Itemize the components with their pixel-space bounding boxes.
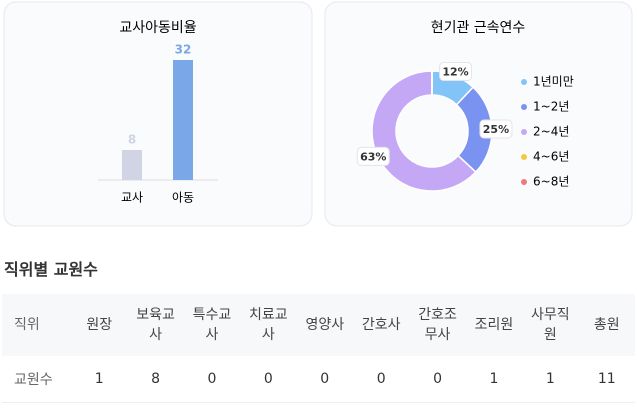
value-label: 32 (175, 43, 192, 57)
header-cell: 간호조무사 (409, 294, 466, 356)
legend-label: 4~6년 (533, 150, 569, 164)
header-cell: 직위 (2, 294, 71, 356)
table: 직위 원장 보육교사 특수교사 치료교사 영양사 간호사 간호조무사 조리원 사무직원 총원 교원수 1… (2, 294, 635, 403)
cell: 0 (296, 356, 353, 403)
legend-label: 1년미만 (533, 75, 574, 89)
header-cell: 원장 (71, 294, 128, 356)
header-cell: 사무직원 (522, 294, 579, 356)
header-cell: 조리원 (465, 294, 523, 356)
cell: 0 (409, 356, 466, 403)
category-label: 교사 (121, 191, 143, 205)
cell: 0 (183, 356, 241, 403)
category-label: 아동 (172, 191, 194, 205)
legend-label: 6~8년 (533, 175, 569, 189)
header-cell: 치료교사 (240, 294, 297, 356)
legend-marker (521, 104, 527, 110)
cell: 11 (578, 356, 635, 403)
value-label: 63% (360, 150, 386, 163)
header-cell: 총원 (578, 294, 635, 356)
cell: 교원수 (2, 356, 71, 403)
label-box (479, 119, 513, 139)
legend-label: 1~2년 (533, 100, 569, 114)
legend-marker (521, 179, 527, 185)
cell: 8 (127, 356, 184, 403)
card (3, 1, 313, 227)
chart-title: 현기관 근속연수 (431, 20, 526, 36)
cell: 0 (352, 356, 410, 403)
header-cell: 보육교사 (127, 294, 184, 356)
value-label: 25% (483, 123, 509, 136)
charts: 교사아동비율 8 교사 32 아동 현기관 근속연수 12% 1년미만 25% 1~2년 63% 2~… (3, 1, 633, 227)
legend-label: 2~4년 (533, 125, 569, 139)
value-label: 8 (128, 133, 136, 147)
legend-marker (521, 129, 527, 135)
row: 교원수 1 8 0 0 0 0 0 1 1 11 (2, 356, 635, 403)
value-label: 12% (442, 65, 468, 78)
cell: 0 (240, 356, 297, 403)
bar (122, 150, 142, 180)
table-title: 직위별 교원수 (4, 260, 98, 279)
legend-marker (521, 79, 527, 85)
bar (173, 60, 193, 180)
chart-title: 교사아동비율 (119, 20, 196, 36)
header-cell: 특수교사 (183, 294, 241, 356)
cell: 1 (71, 356, 128, 403)
cell: 1 (522, 356, 579, 403)
header-cell: 영양사 (296, 294, 353, 356)
legend-marker (521, 154, 527, 160)
cell: 1 (465, 356, 523, 403)
slice (371, 70, 477, 192)
header-cell: 간호사 (352, 294, 410, 356)
label-box (439, 61, 473, 81)
label-box (356, 146, 390, 166)
